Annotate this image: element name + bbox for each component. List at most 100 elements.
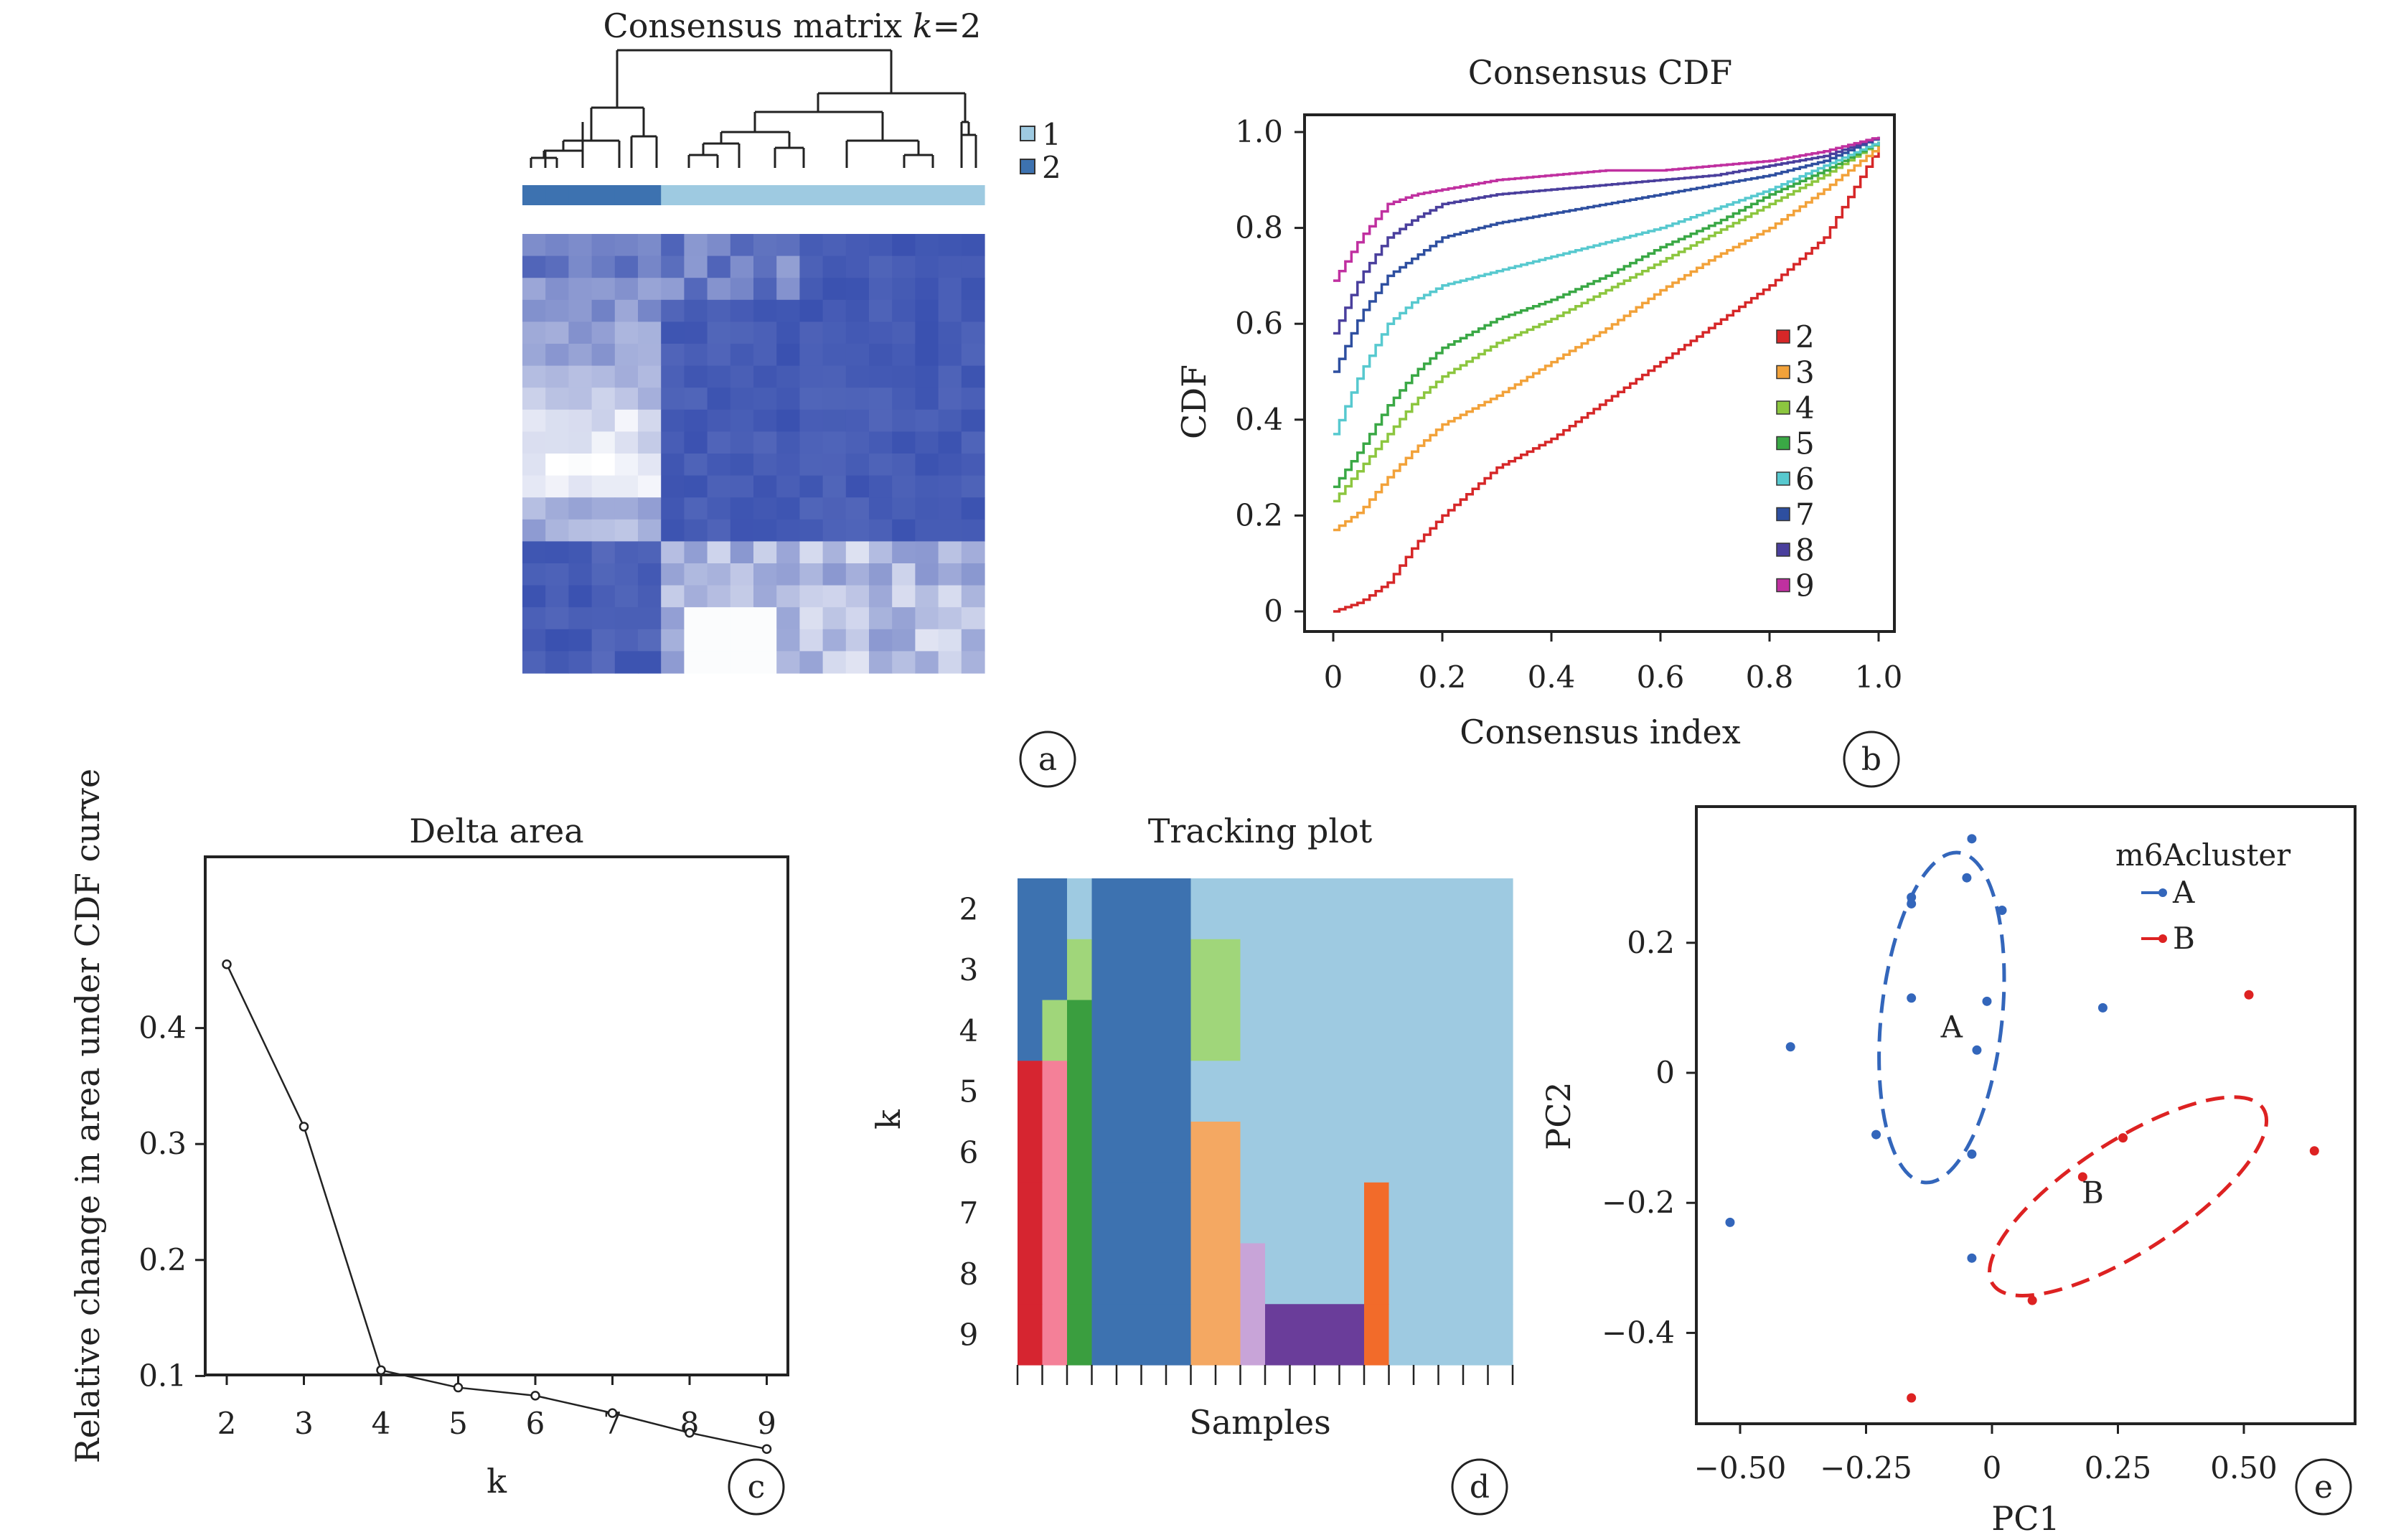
matrix-cell [684, 541, 708, 564]
matrix-cell [799, 344, 824, 367]
matrix-cell [938, 344, 962, 367]
matrix-cell [568, 629, 593, 652]
matrix-cell [915, 278, 939, 301]
matrix-cell [799, 497, 824, 520]
tracking-row-label: 8 [959, 1257, 979, 1292]
matrix-cell [822, 365, 847, 388]
x-tick-label: 6 [526, 1406, 545, 1441]
matrix-cell [614, 278, 639, 301]
matrix-cell [522, 278, 546, 301]
matrix-cell [845, 541, 870, 564]
matrix-cell [684, 409, 708, 432]
matrix-cell [776, 234, 800, 257]
matrix-cell [707, 431, 731, 454]
matrix-cell [638, 541, 662, 564]
matrix-cell [869, 629, 893, 652]
matrix-cell [961, 651, 985, 674]
cdf-line-2 [1333, 146, 1880, 613]
matrix-cell [614, 388, 639, 410]
matrix-cell [730, 563, 754, 586]
matrix-cell [661, 255, 685, 278]
matrix-cell [661, 234, 685, 257]
matrix-cell [545, 299, 569, 322]
cluster-bar-cell [869, 185, 893, 205]
matrix-cell [892, 278, 916, 301]
matrix-cell [684, 365, 708, 388]
matrix-cell [822, 585, 847, 608]
matrix-cell [915, 541, 939, 564]
matrix-cell [661, 519, 685, 542]
matrix-cell [776, 388, 800, 410]
matrix-cell [638, 563, 662, 586]
matrix-cell [545, 541, 569, 564]
matrix-cell [730, 629, 754, 652]
matrix-cell [915, 388, 939, 410]
matrix-cell [730, 475, 754, 498]
matrix-cell [661, 278, 685, 301]
cluster-bar-cell [961, 185, 985, 205]
matrix-cell [776, 255, 800, 278]
tracking-x-label: Samples [1189, 1403, 1331, 1442]
cdf-legend-label: 4 [1795, 390, 1815, 426]
matrix-cell [730, 454, 754, 476]
x-tick-label: 0 [1324, 659, 1343, 695]
matrix-cell [522, 475, 546, 498]
matrix-cell [591, 299, 616, 322]
cluster-bar-cell [591, 185, 616, 205]
matrix-cell [638, 321, 662, 344]
tracking-cell-k4 [1091, 1000, 1192, 1061]
matrix-cell [545, 563, 569, 586]
x-tick-label: 0.25 [2085, 1450, 2152, 1485]
matrix-cell [661, 563, 685, 586]
matrix-cell [869, 409, 893, 432]
matrix-cell [822, 409, 847, 432]
matrix-cell [776, 541, 800, 564]
cluster-bar-cell [730, 185, 754, 205]
y-tick-label: 0.1 [138, 1358, 187, 1393]
y-tick-label: 0 [1655, 1055, 1675, 1090]
tracking-cell-k9 [1389, 1304, 1513, 1366]
matrix-cell [753, 344, 777, 367]
matrix-cell [915, 585, 939, 608]
matrix-cell [545, 607, 569, 630]
matrix-cell [684, 388, 708, 410]
matrix-cell [961, 409, 985, 432]
matrix-cell [614, 454, 639, 476]
matrix-cell [591, 607, 616, 630]
matrix-cell [684, 519, 708, 542]
y-tick-label: 0.4 [138, 1010, 187, 1046]
matrix-cell [938, 563, 962, 586]
matrix-cell [568, 454, 593, 476]
matrix-cell [961, 299, 985, 322]
matrix-cell [799, 255, 824, 278]
matrix-cell [822, 541, 847, 564]
pca-legend-title: m6Acluster [2115, 837, 2291, 873]
pca-legend: m6Acluster AB [2115, 837, 2291, 956]
matrix-cell [892, 607, 916, 630]
matrix-cell [591, 563, 616, 586]
matrix-cell [568, 299, 593, 322]
matrix-cell [707, 255, 731, 278]
matrix-cell [614, 585, 639, 608]
ellipse-A [1877, 850, 2006, 1185]
tracking-cell-k3 [1018, 939, 1068, 1001]
matrix-cell [892, 321, 916, 344]
cluster-annotation: A [1940, 1010, 1963, 1045]
x-tick-label: −0.50 [1694, 1450, 1787, 1485]
matrix-cell [545, 388, 569, 410]
matrix-cell [661, 454, 685, 476]
delta-point [607, 1408, 618, 1418]
x-tick-label: 0.50 [2210, 1450, 2278, 1485]
matrix-cell [638, 454, 662, 476]
consensus-matrix-panel: Consensus matrix k=2 1 2 a [522, 6, 1076, 788]
matrix-cell [938, 651, 962, 674]
matrix-cell [845, 607, 870, 630]
tracking-cell-k2 [1190, 878, 1513, 940]
tracking-cell-k7 [1240, 1182, 1365, 1244]
point-A [1967, 834, 1977, 844]
matrix-cell [938, 519, 962, 542]
matrix-cell [522, 321, 546, 344]
cdf-legend-swatch [1776, 471, 1790, 486]
matrix-cell [753, 651, 777, 674]
pca-ellipses [1877, 850, 2269, 1297]
